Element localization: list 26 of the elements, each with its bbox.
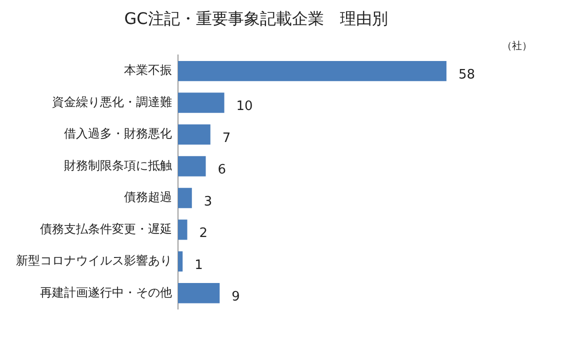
bar	[178, 92, 224, 113]
data-label: 1	[194, 258, 203, 273]
data-label: 9	[232, 290, 240, 305]
data-label: 2	[199, 226, 208, 242]
chart-title: GC注記・重要事象記載企業 理由別	[124, 8, 388, 28]
y-tick-label: 新型コロナウイルス影響あり	[16, 254, 172, 268]
bar	[178, 124, 210, 145]
y-tick-label: 財務制限条項に抵触	[64, 158, 172, 172]
bar	[178, 188, 192, 208]
y-tick-label: 債務超過	[124, 190, 172, 204]
data-label: 7	[222, 130, 231, 146]
data-label: 6	[218, 162, 226, 178]
y-tick-label: 本業不振	[124, 63, 172, 78]
data-label: 58	[458, 67, 476, 82]
data-label: 10	[236, 99, 253, 114]
text: （社）	[502, 40, 532, 52]
y-tick-label: 借入過多・財務悪化	[64, 126, 172, 141]
bar	[178, 251, 183, 272]
y-tick-label: 債務支払条件変更・遅延	[40, 222, 172, 236]
bar	[178, 220, 188, 240]
data-label: 3	[204, 194, 212, 210]
bar	[178, 283, 220, 304]
bar	[178, 156, 206, 176]
y-tick-label: 再建計画遂行中・その他	[40, 285, 172, 300]
bar	[178, 60, 446, 82]
y-tick-label: 資金繰り悪化・調達難	[52, 94, 172, 109]
